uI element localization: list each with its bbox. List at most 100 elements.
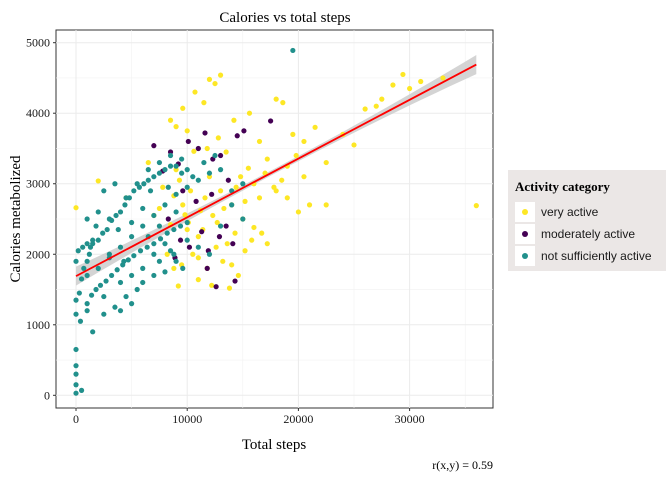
point-very-active [233,184,239,190]
point-very-active [210,212,216,219]
point-very-active [195,255,201,261]
point-not-sufficiently-active [177,223,184,229]
point-not-sufficiently-active [114,267,120,273]
chart-title: Calories vs total steps [219,10,350,26]
legend-dot-moderately-active [522,231,528,237]
point-not-sufficiently-active [162,202,168,208]
point-very-active [301,138,307,145]
point-not-sufficiently-active [206,170,213,176]
point-moderately-active [180,188,186,194]
point-not-sufficiently-active [140,205,146,212]
point-not-sufficiently-active [162,241,168,247]
point-very-active [145,159,151,166]
point-not-sufficiently-active [184,219,190,226]
point-not-sufficiently-active [73,311,79,317]
point-very-active [280,100,286,106]
point-not-sufficiently-active [151,212,157,219]
point-not-sufficiently-active [201,159,207,166]
point-very-active [323,159,329,166]
point-moderately-active [241,128,247,134]
point-not-sufficiently-active [76,290,82,296]
point-not-sufficiently-active [167,248,174,254]
point-not-sufficiently-active [80,244,86,250]
point-very-active [214,219,220,226]
point-not-sufficiently-active [141,181,147,187]
point-not-sufficiently-active [131,188,137,194]
trend-line-path [75,63,477,277]
point-moderately-active [186,244,193,250]
point-very-active [232,230,238,236]
legend: Activity category very active moderately… [508,170,666,271]
point-not-sufficiently-active [101,188,107,194]
point-very-active [440,75,446,81]
point-very-active [195,234,201,240]
point-not-sufficiently-active [151,272,157,279]
legend-key [515,246,535,266]
point-very-active [184,226,190,233]
point-very-active [242,198,248,204]
legend-dot-very-active [522,209,528,215]
point-not-sufficiently-active [129,219,135,226]
point-not-sufficiently-active [145,177,151,183]
legend-dot-not-sufficiently-active [522,253,528,259]
point-very-active [231,117,237,123]
point-not-sufficiently-active [97,282,104,288]
point-very-active [273,96,279,102]
point-not-sufficiently-active [151,251,157,257]
point-very-active [242,248,248,254]
point-not-sufficiently-active [73,390,79,396]
point-not-sufficiently-active [95,237,101,243]
point-very-active [206,76,213,82]
legend-label: very active [541,205,599,219]
point-very-active [284,195,290,201]
point-not-sufficiently-active [73,371,79,377]
point-moderately-active [202,130,208,136]
point-not-sufficiently-active [117,308,124,314]
point-not-sufficiently-active [73,382,79,388]
point-very-active [221,205,227,212]
point-not-sufficiently-active [104,226,110,233]
point-very-active [259,230,265,236]
point-not-sufficiently-active [240,181,246,187]
point-very-active [264,156,270,162]
legend-title: Activity category [515,179,610,194]
point-moderately-active [204,265,210,271]
point-not-sufficiently-active [117,244,124,250]
point-not-sufficiently-active [129,234,135,240]
x-tick-label: 0 [73,412,79,426]
point-very-active [217,188,224,194]
point-very-active [180,202,186,208]
point-very-active [212,80,218,87]
point-very-active [191,148,197,154]
point-very-active [220,258,226,264]
point-not-sufficiently-active [171,251,177,257]
point-very-active [251,224,257,231]
point-moderately-active [225,177,231,183]
point-very-active [215,135,221,141]
point-not-sufficiently-active [77,318,84,324]
point-not-sufficiently-active [195,244,201,250]
y-axis-label: Calories metabolized [8,155,24,283]
point-very-active [273,188,279,194]
point-not-sufficiently-active [88,292,95,298]
point-moderately-active [213,284,219,290]
point-not-sufficiently-active [101,293,107,300]
point-not-sufficiently-active [167,152,174,159]
point-not-sufficiently-active [106,251,112,257]
point-not-sufficiently-active [73,258,79,264]
point-not-sufficiently-active [184,167,190,173]
point-not-sufficiently-active [81,265,87,271]
point-very-active [209,282,215,288]
point-moderately-active [230,241,236,247]
point-very-active [362,106,368,112]
point-very-active [312,124,318,130]
y-tick-label: 0 [44,388,50,402]
point-very-active [171,265,177,271]
point-not-sufficiently-active [131,253,137,259]
point-moderately-active [216,234,223,240]
legend-key [515,202,535,222]
point-not-sufficiently-active [93,223,99,229]
point-not-sufficiently-active [90,329,96,335]
point-moderately-active [232,278,238,284]
point-not-sufficiently-active [103,278,109,284]
